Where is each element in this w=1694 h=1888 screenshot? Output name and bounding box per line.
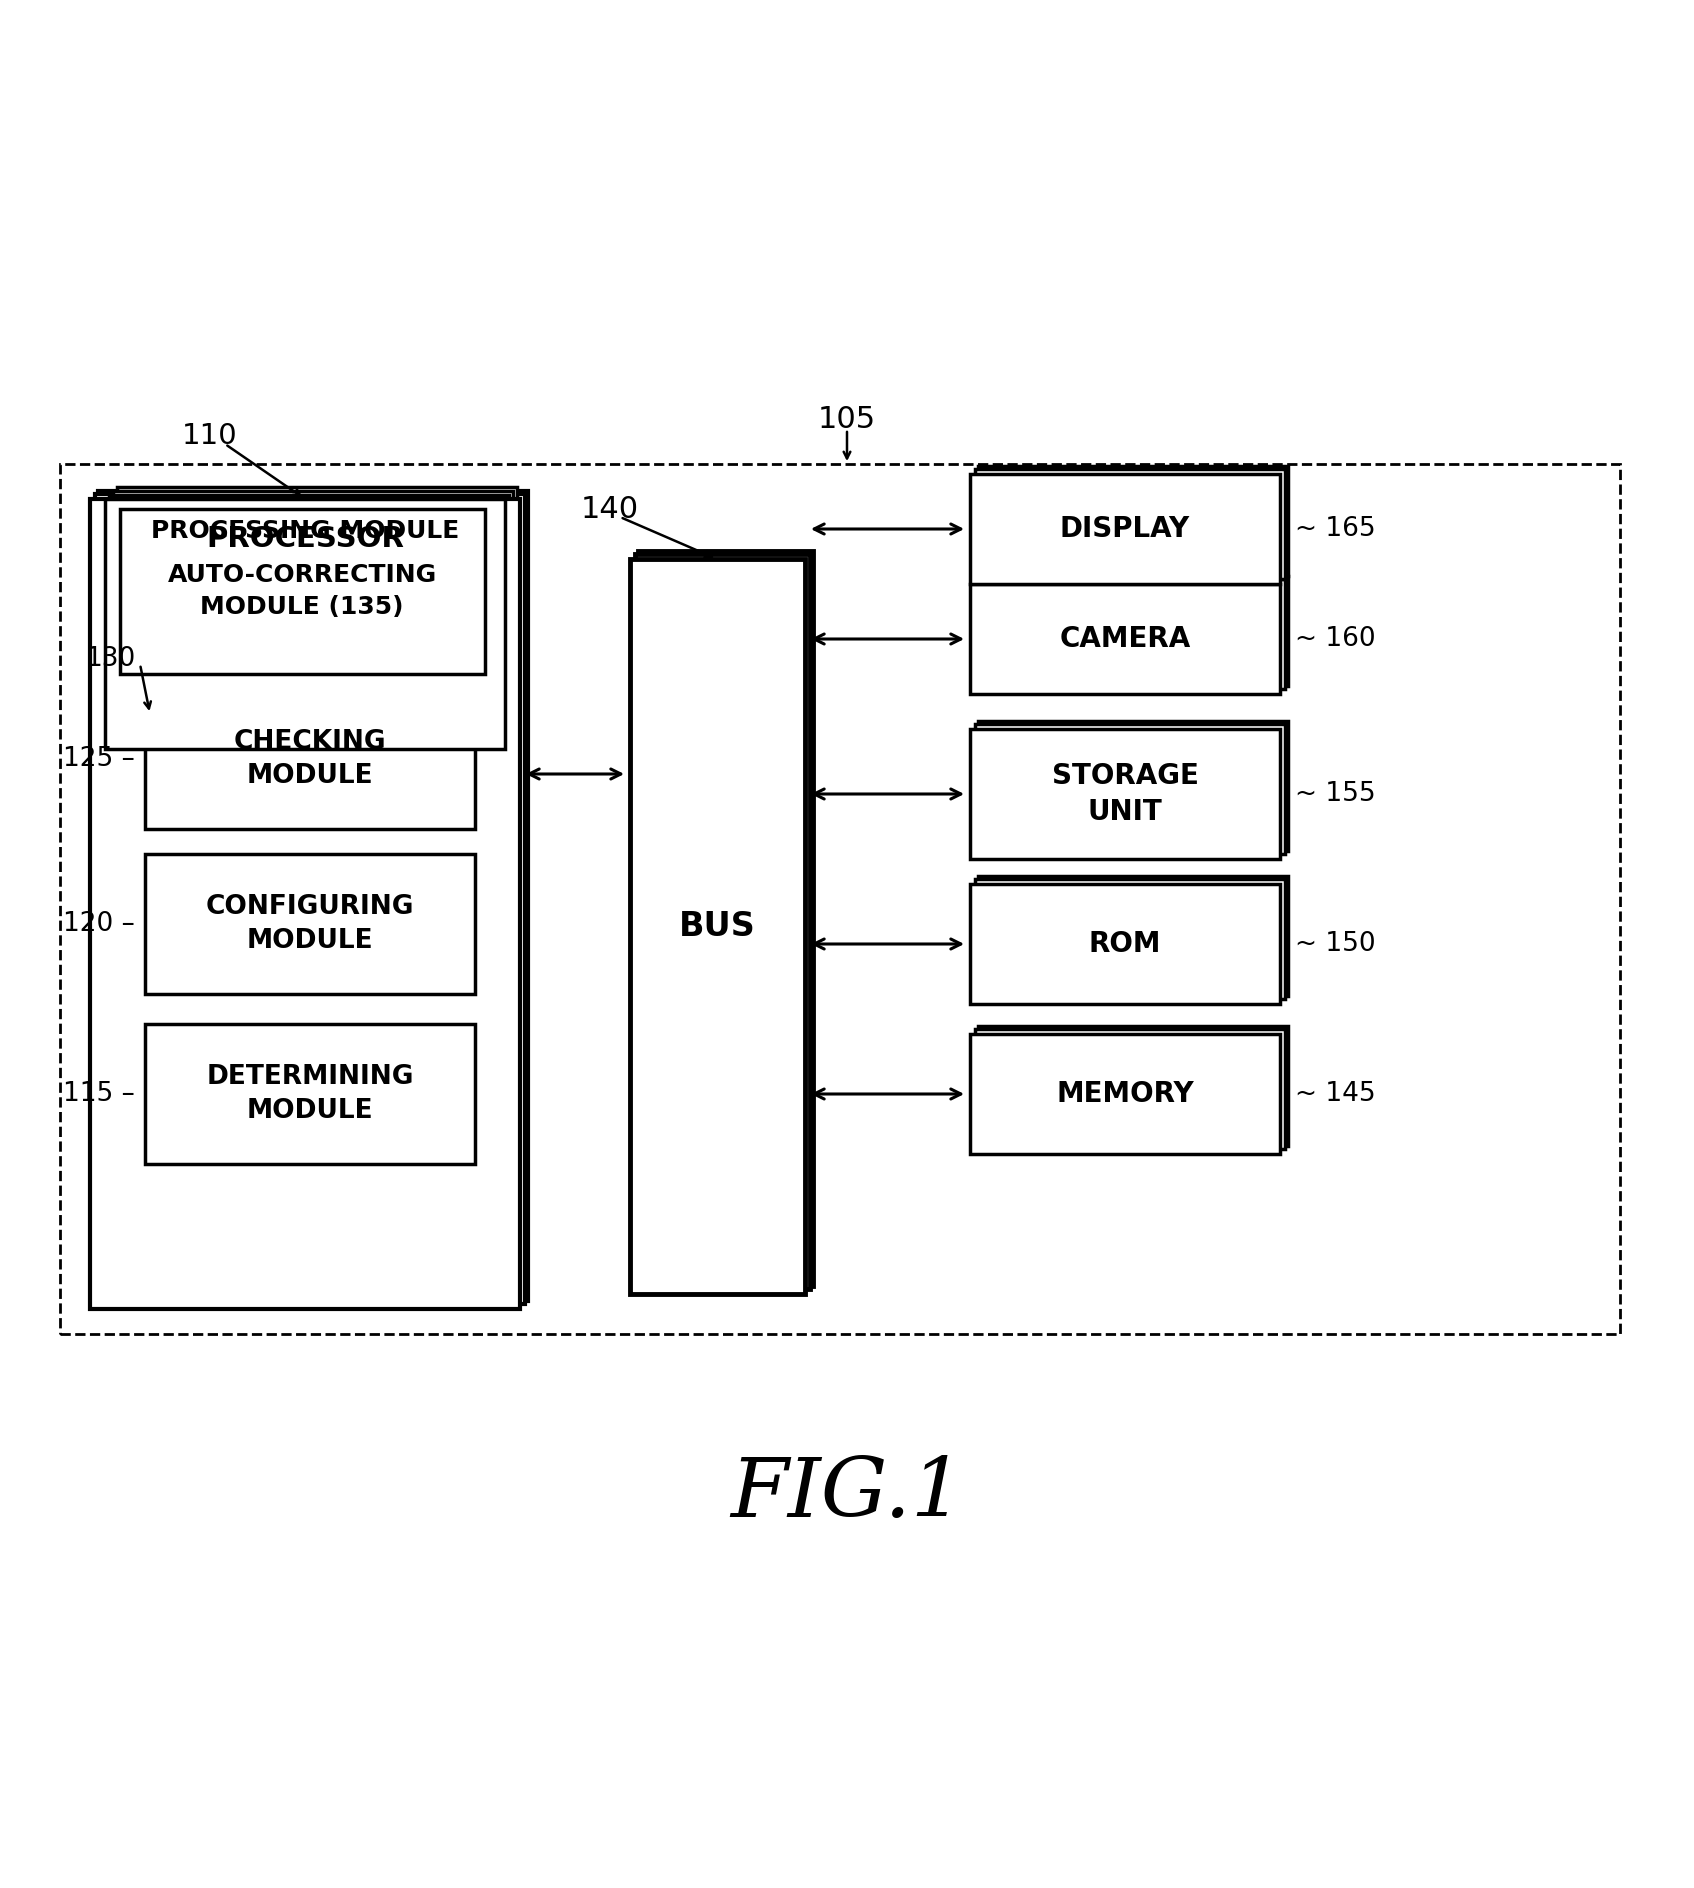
- Text: PROCESSOR: PROCESSOR: [207, 525, 403, 553]
- Text: 115 –: 115 –: [63, 1082, 136, 1106]
- Bar: [146, 1023, 474, 1165]
- Bar: [105, 498, 505, 750]
- Text: 120 –: 120 –: [63, 912, 136, 936]
- Bar: [976, 580, 1286, 689]
- Bar: [971, 474, 1281, 583]
- Text: ~ 160: ~ 160: [1294, 627, 1376, 651]
- Text: CAMERA: CAMERA: [1059, 625, 1191, 653]
- Bar: [95, 495, 525, 1305]
- Bar: [630, 559, 805, 1293]
- Bar: [98, 491, 529, 1301]
- Bar: [976, 468, 1286, 580]
- Bar: [977, 576, 1287, 685]
- Text: DISPLAY: DISPLAY: [1060, 515, 1191, 544]
- Text: CONFIGURING
MODULE: CONFIGURING MODULE: [205, 895, 415, 953]
- Bar: [977, 876, 1287, 997]
- Bar: [977, 466, 1287, 576]
- Bar: [124, 506, 488, 670]
- Bar: [117, 487, 517, 736]
- Bar: [976, 880, 1286, 999]
- Bar: [971, 884, 1281, 1004]
- Text: BUS: BUS: [679, 910, 756, 942]
- Text: 110: 110: [183, 423, 237, 449]
- Bar: [977, 721, 1287, 851]
- Bar: [113, 491, 513, 740]
- Text: 105: 105: [818, 404, 876, 434]
- Bar: [977, 1025, 1287, 1146]
- Text: PROCESSING MODULE: PROCESSING MODULE: [151, 519, 459, 544]
- Bar: [149, 850, 479, 989]
- Text: STORAGE
UNIT: STORAGE UNIT: [1052, 761, 1198, 827]
- Bar: [108, 495, 508, 746]
- Bar: [59, 464, 1619, 1335]
- Bar: [146, 689, 474, 829]
- Bar: [152, 682, 483, 821]
- Text: ~ 155: ~ 155: [1294, 782, 1376, 806]
- Text: MEMORY: MEMORY: [1055, 1080, 1194, 1108]
- Bar: [149, 1020, 479, 1159]
- Text: ~ 145: ~ 145: [1294, 1082, 1376, 1106]
- Text: ROM: ROM: [1089, 931, 1162, 957]
- Bar: [125, 502, 491, 668]
- Bar: [639, 551, 813, 1286]
- Bar: [976, 1029, 1286, 1150]
- Text: 130: 130: [85, 646, 136, 672]
- Bar: [971, 729, 1281, 859]
- Text: 140: 140: [581, 495, 639, 523]
- Bar: [120, 510, 484, 674]
- Bar: [130, 498, 495, 665]
- Bar: [152, 1018, 483, 1157]
- Text: CHECKING
MODULE: CHECKING MODULE: [234, 729, 386, 789]
- Text: AUTO-CORRECTING
MODULE (135): AUTO-CORRECTING MODULE (135): [168, 563, 437, 619]
- Bar: [149, 685, 479, 825]
- Text: DETERMINING
MODULE: DETERMINING MODULE: [207, 1065, 413, 1123]
- Text: ~ 165: ~ 165: [1294, 515, 1376, 542]
- Bar: [152, 848, 483, 987]
- Bar: [976, 723, 1286, 853]
- Bar: [635, 553, 810, 1290]
- Bar: [146, 853, 474, 993]
- Bar: [971, 583, 1281, 695]
- Bar: [90, 498, 520, 1308]
- Bar: [971, 1035, 1281, 1154]
- Text: 125 –: 125 –: [63, 746, 136, 772]
- Text: ~ 150: ~ 150: [1294, 931, 1376, 957]
- Text: FIG.1: FIG.1: [730, 1454, 964, 1535]
